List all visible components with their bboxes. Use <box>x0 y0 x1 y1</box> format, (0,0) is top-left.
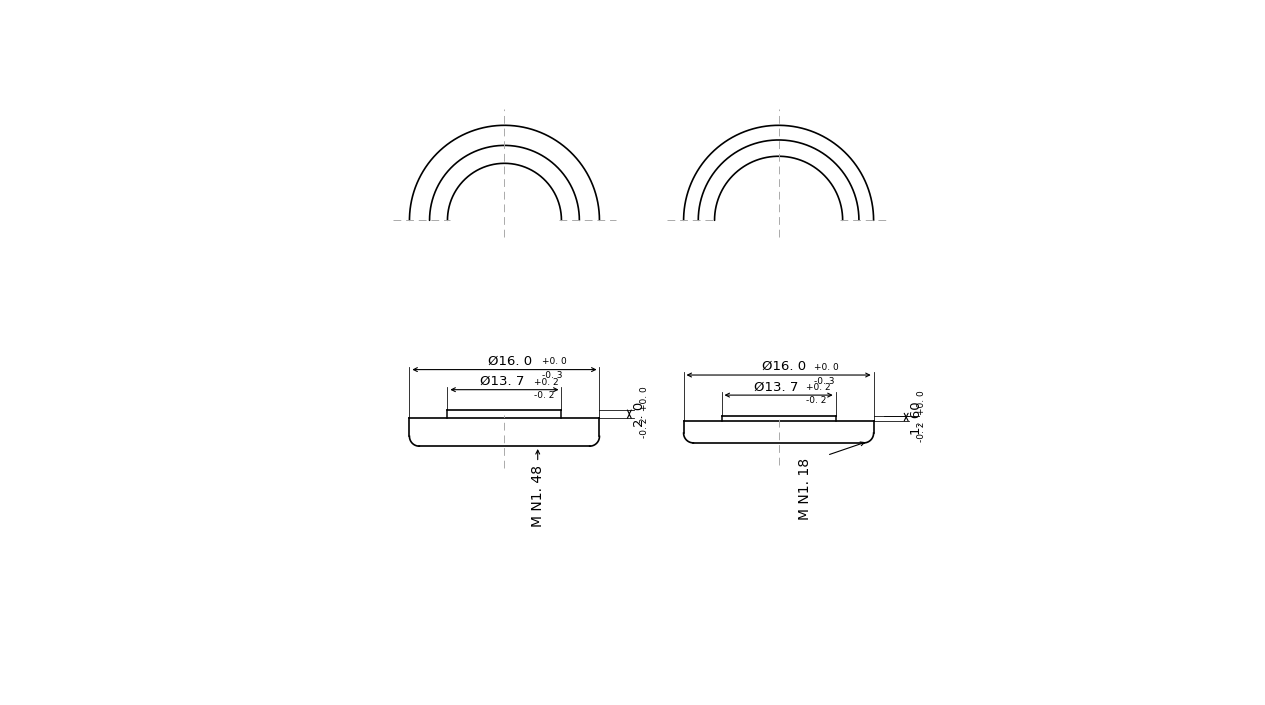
Text: +0. 0: +0. 0 <box>813 363 839 372</box>
Text: Ø16. 0: Ø16. 0 <box>488 355 533 367</box>
Text: +0. 0: +0. 0 <box>543 357 567 367</box>
Text: -0. 2: -0. 2 <box>806 396 826 405</box>
Text: +0. 0: +0. 0 <box>917 391 926 415</box>
Text: +0. 2: +0. 2 <box>806 384 830 393</box>
Text: M N1. 48: M N1. 48 <box>531 465 545 527</box>
Text: 1. 60: 1. 60 <box>910 402 923 435</box>
Text: -0. 2: -0. 2 <box>640 417 649 438</box>
Text: -0. 3: -0. 3 <box>543 372 563 380</box>
Text: Ø13. 7: Ø13. 7 <box>754 381 798 393</box>
Text: +0. 2: +0. 2 <box>534 378 559 387</box>
Text: -0. 2: -0. 2 <box>534 391 554 400</box>
Text: 2. 0: 2. 0 <box>632 401 646 427</box>
Text: M N1. 18: M N1. 18 <box>798 458 812 520</box>
Text: -0. 3: -0. 3 <box>813 376 835 386</box>
Text: -0. 2: -0. 2 <box>917 422 926 442</box>
Text: Ø16. 0: Ø16. 0 <box>762 360 806 373</box>
Text: +0. 0: +0. 0 <box>640 386 649 411</box>
Text: Ø13. 7: Ø13. 7 <box>479 375 524 388</box>
